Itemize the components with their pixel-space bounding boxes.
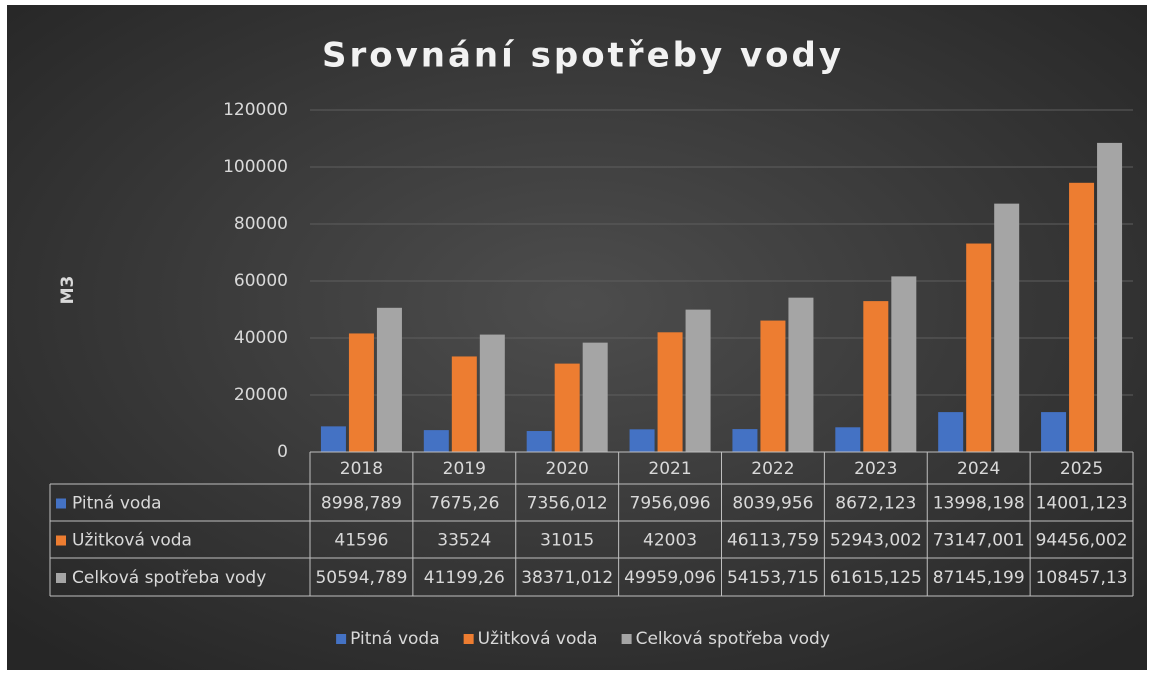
bar (732, 429, 758, 452)
legend-key (463, 634, 474, 644)
bar (348, 333, 374, 452)
table-cell: 50594,789 (315, 568, 407, 588)
table-cell: 108457,13 (1036, 568, 1128, 588)
table-cell: 94456,002 (1036, 531, 1128, 551)
bar (423, 430, 449, 452)
table-cell: 49959,096 (624, 568, 716, 588)
x-tick-label: 2023 (854, 459, 897, 479)
table-cell: 31015 (540, 531, 594, 551)
table-cell: 7356,012 (527, 494, 608, 514)
table-legend-key (56, 573, 66, 583)
table-cell: 7675,26 (429, 494, 499, 514)
x-tick-label: 2024 (957, 459, 1000, 479)
table-cell: 46113,759 (727, 531, 819, 551)
table-cell: 52943,002 (830, 531, 922, 551)
bar (320, 426, 346, 452)
bar (657, 332, 683, 452)
legend-label: Celková spotřeba vody (636, 629, 830, 649)
bar (788, 297, 814, 452)
y-axis-label: M3 (58, 276, 78, 305)
table-cell: 42003 (643, 531, 697, 551)
table-cell: 38371,012 (521, 568, 613, 588)
y-tick-label: 60000 (234, 271, 288, 291)
bar (1041, 412, 1067, 452)
table-legend-key (56, 498, 66, 509)
bar (966, 243, 992, 452)
bar (1069, 182, 1095, 452)
table-legend-key (56, 535, 66, 546)
bar (835, 427, 861, 452)
legend-label: Pitná voda (350, 629, 440, 649)
y-tick-label: 20000 (234, 385, 288, 405)
bar (760, 320, 786, 452)
y-tick-label: 80000 (234, 214, 288, 234)
bar (1097, 142, 1123, 452)
bar (863, 301, 889, 452)
y-tick-label: 100000 (223, 157, 288, 177)
y-tick-label: 0 (277, 442, 288, 462)
bar (376, 307, 402, 452)
table-cell: 7956,096 (630, 494, 711, 514)
table-cell: 61615,125 (830, 568, 922, 588)
table-cell: 73147,001 (933, 531, 1025, 551)
y-tick-label: 40000 (234, 328, 288, 348)
x-tick-label: 2018 (340, 459, 383, 479)
table-cell: 8998,789 (321, 494, 402, 514)
table-row-header: Užitková voda (72, 531, 192, 551)
bar (685, 309, 711, 452)
bar (994, 203, 1020, 452)
x-tick-label: 2022 (751, 459, 794, 479)
bar (629, 429, 655, 452)
table-cell: 87145,199 (933, 568, 1025, 588)
legend-label: Užitková voda (478, 629, 598, 649)
table-cell: 33524 (437, 531, 491, 551)
table-cell: 54153,715 (727, 568, 819, 588)
x-tick-label: 2020 (546, 459, 589, 479)
chart-title: Srovnání spotřeby vody (322, 36, 844, 76)
table-cell: 13998,198 (933, 494, 1025, 514)
bar (891, 276, 917, 452)
bar (451, 356, 477, 452)
bar (526, 431, 552, 452)
table-cell: 8039,956 (732, 494, 813, 514)
table-row-header: Pitná voda (72, 494, 162, 514)
table-cell: 8672,123 (835, 494, 916, 514)
table-row-header: Celková spotřeba vody (72, 568, 266, 588)
bar (938, 412, 964, 452)
legend-key (621, 634, 632, 644)
y-tick-label: 120000 (223, 100, 288, 120)
bar (582, 342, 608, 452)
table-cell: 41199,26 (424, 568, 505, 588)
x-tick-label: 2025 (1060, 459, 1103, 479)
table-cell: 41596 (334, 531, 388, 551)
bar (479, 334, 505, 452)
legend-key (336, 634, 347, 644)
table-cell: 14001,123 (1036, 494, 1128, 514)
bar (554, 363, 580, 452)
x-tick-label: 2019 (443, 459, 486, 479)
x-tick-label: 2021 (648, 459, 691, 479)
